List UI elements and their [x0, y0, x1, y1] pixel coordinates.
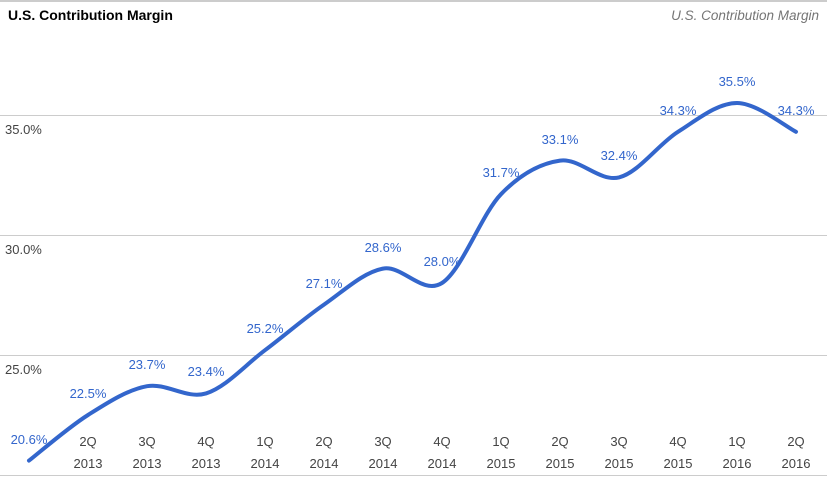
data-point-label: 23.4% — [187, 364, 225, 380]
y-axis-tick-label: 35.0% — [5, 122, 42, 137]
chart-watermark-title: U.S. Contribution Margin — [671, 8, 819, 23]
x-axis-tick-label: 3Q 2013 — [132, 434, 162, 472]
data-point-label: 25.2% — [246, 321, 284, 337]
y-gridline — [0, 355, 827, 356]
x-axis-tick-label: 4Q 2015 — [663, 434, 693, 472]
x-axis-tick-label: 3Q 2015 — [604, 434, 634, 472]
data-point-label: 28.6% — [364, 239, 402, 255]
data-point-label: 33.1% — [541, 131, 579, 147]
data-point-label: 28.0% — [423, 254, 461, 269]
x-axis-tick-label: 1Q 2014 — [250, 434, 280, 472]
data-point-label: 20.6% — [10, 431, 48, 447]
x-axis-tick-label: 4Q 2014 — [427, 434, 457, 472]
data-point-label: 22.5% — [69, 386, 107, 401]
data-point-label: 34.3% — [659, 102, 697, 118]
x-axis-tick-label: 1Q 2015 — [486, 434, 516, 472]
y-gridline — [0, 115, 827, 116]
chart-title: U.S. Contribution Margin — [8, 7, 173, 23]
x-axis-tick-label: 2Q 2016 — [781, 434, 811, 472]
x-axis-tick-label: 2Q 2013 — [73, 434, 103, 472]
data-point-label: 27.1% — [305, 275, 343, 291]
data-point-label: 32.4% — [600, 148, 638, 164]
x-axis-tick-label: 1Q 2016 — [722, 434, 752, 472]
data-point-label: 35.5% — [718, 74, 756, 89]
top-border-divider — [0, 0, 827, 2]
y-gridline — [0, 235, 827, 236]
x-axis-tick-label: 2Q 2014 — [309, 434, 339, 472]
x-axis-tick-label: 4Q 2013 — [191, 434, 221, 472]
data-point-label: 23.7% — [128, 357, 166, 373]
bottom-border-divider — [0, 475, 827, 476]
x-axis-tick-label: 3Q 2014 — [368, 434, 398, 472]
series-line-path — [27, 101, 798, 463]
data-point-label: 34.3% — [777, 102, 815, 118]
data-point-label: 31.7% — [482, 165, 520, 181]
y-axis-tick-label: 30.0% — [5, 242, 42, 257]
y-axis-tick-label: 25.0% — [5, 362, 42, 377]
x-axis-tick-label: 2Q 2015 — [545, 434, 575, 472]
